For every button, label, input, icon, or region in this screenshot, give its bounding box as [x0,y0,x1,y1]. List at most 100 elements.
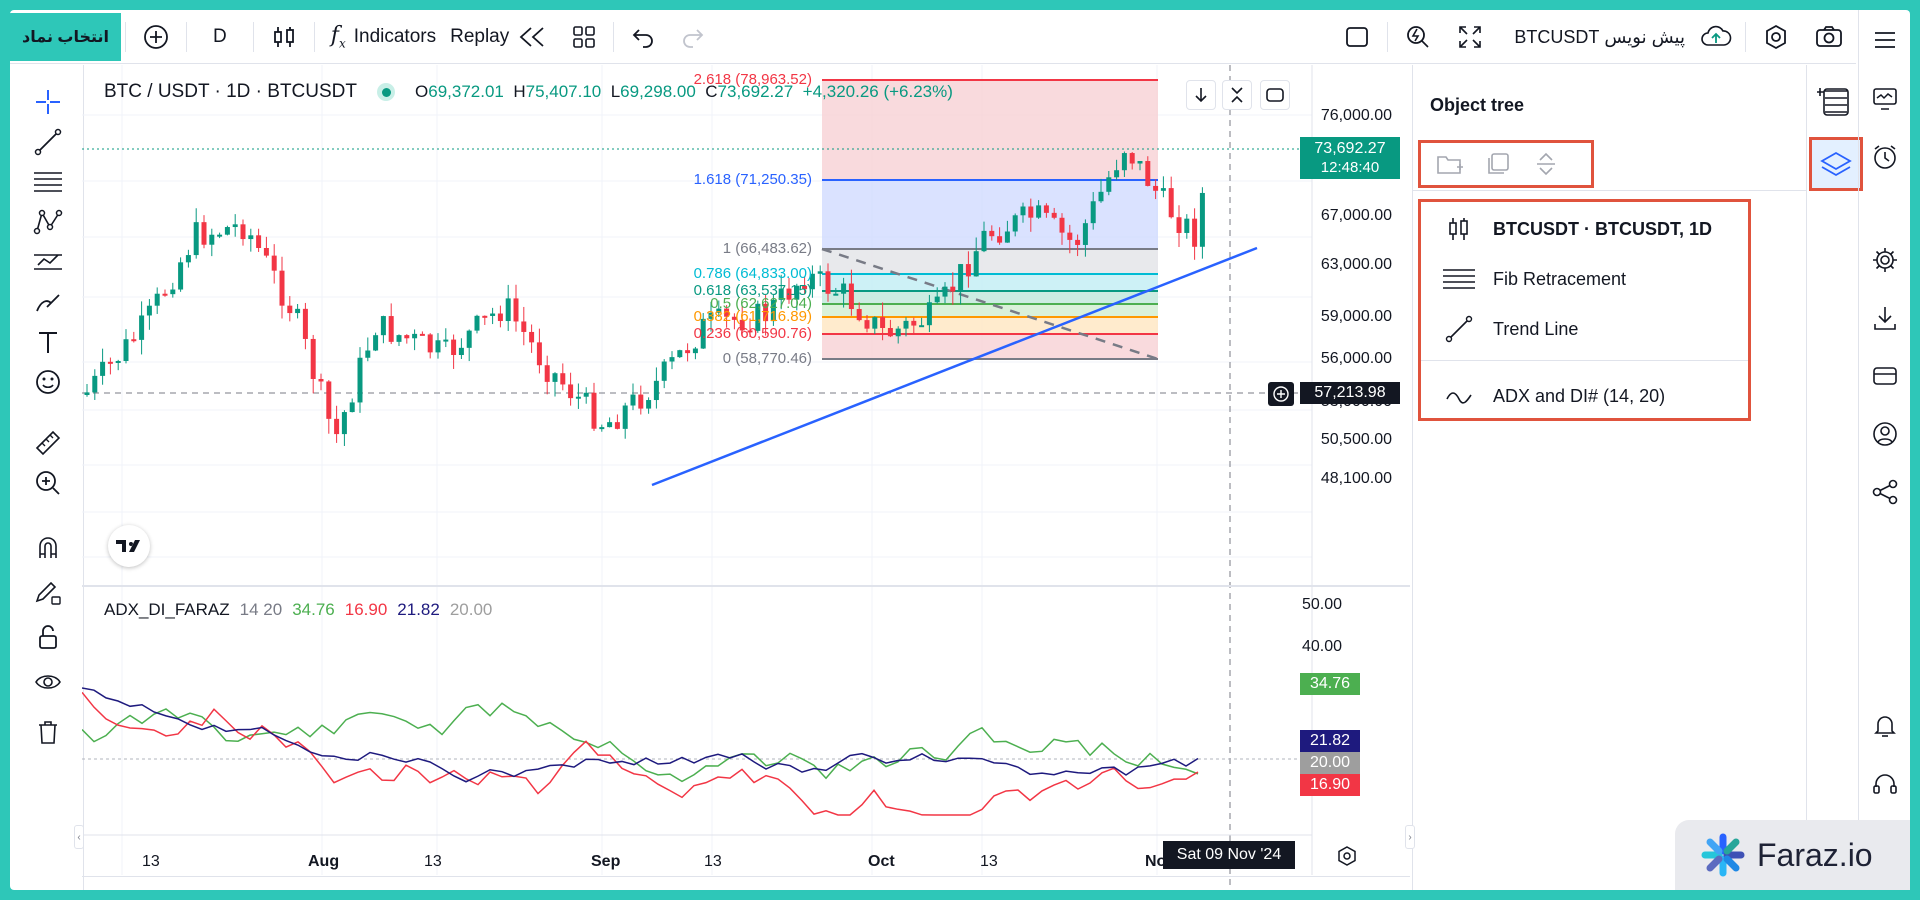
magnet-tool[interactable] [32,531,64,563]
share-button[interactable] [1869,476,1901,508]
candle-body [349,402,355,413]
payment-button[interactable] [1869,360,1901,392]
tree-item-fib-retracement[interactable]: Fib Retracement [1421,257,1748,301]
hamburger-icon [1875,32,1895,48]
tree-item-trend-line[interactable]: Trend Line [1421,307,1748,351]
menu-button[interactable] [1869,24,1901,56]
candle-body [326,381,332,419]
candle-body [739,319,745,331]
chart-pane[interactable]: BTC / USDT · 1D · BTCUSDT O69,372.01 H75… [82,65,1410,890]
fib-tool[interactable] [32,166,64,198]
text-tool[interactable] [32,326,64,358]
candle-body [107,361,113,364]
candle-body [84,392,90,395]
alerts-button[interactable] [1869,141,1901,173]
object-tree-toggle[interactable] [1809,137,1863,191]
clone-icon[interactable] [1483,150,1513,178]
screenshot-button[interactable] [1802,10,1856,64]
stay-drawing-tool[interactable] [32,576,64,608]
settings-side-button[interactable] [1869,244,1901,276]
chart-type-button[interactable] [258,10,310,64]
emoji-tool[interactable] [32,366,64,398]
fullscreen-mode-button[interactable] [1331,10,1383,64]
right-collapse-handle[interactable]: › [1405,825,1415,849]
tv-logo-icon [116,540,140,552]
trash-icon [39,721,57,744]
candle-body [958,264,964,292]
candle-body [443,339,449,342]
arrow-down-icon [1195,88,1207,103]
pattern-tool[interactable] [32,206,64,238]
interval-button[interactable]: D [213,25,227,47]
adx-plus-di-line [82,702,1199,783]
symbol-title[interactable]: BTC / USDT · 1D · BTCUSDT [104,81,357,102]
candle-body [256,235,262,249]
remove-tool[interactable] [32,716,64,748]
crosshair-add-button[interactable] [1268,382,1294,406]
tree-item-adx[interactable]: ADX and DI# (14, 20) [1421,374,1748,418]
collapse-button[interactable] [1222,80,1252,110]
zoom-tool[interactable] [32,467,64,499]
undo-button[interactable] [618,10,668,64]
square-icon [1346,27,1369,47]
left-collapse-handle[interactable]: ‹ [74,825,84,849]
brush-tool[interactable] [32,286,64,318]
watchlist-button[interactable] [1817,85,1851,119]
bar-countdown: 12:48:40 [1320,159,1380,176]
download-button[interactable] [1869,302,1901,334]
tree-item-symbol[interactable]: BTCUSDT · BTCUSDT, 1D [1421,207,1748,251]
support-button[interactable] [1869,768,1901,800]
adx-tag: 21.82 [1300,730,1360,752]
candle-body [295,308,301,314]
redo-icon [683,28,704,48]
profile-button[interactable] [1869,418,1901,450]
divider [1745,22,1746,52]
scroll-to-realtime-button[interactable] [1186,80,1216,110]
fib-level-label: 0.786 (64,833.00) [693,265,812,282]
notifications-button[interactable] [1869,710,1901,742]
lock-tool[interactable] [32,621,64,653]
grid [82,65,1312,875]
candle-body [1051,212,1057,218]
price-axis-label: 48,100.00 [1320,470,1392,487]
time-axis-settings-button[interactable] [1336,845,1358,867]
trendline-tool[interactable] [32,126,64,158]
maximize-pane-button[interactable] [1260,80,1290,110]
compare-button[interactable] [130,10,182,64]
ruler-icon [35,430,61,456]
candle-body [1004,231,1010,243]
fib-level-label: 1 (66,483.62) [722,240,812,257]
hide-tool[interactable] [32,666,64,698]
settings-button[interactable] [1750,10,1802,64]
measure-tool[interactable] [32,427,64,459]
candle-body [607,422,613,428]
forecast-tool[interactable] [32,246,64,278]
adx-name[interactable]: ADX_DI_FARAZ [104,600,230,619]
credit-card-icon [1873,367,1897,385]
layout-name[interactable]: پیش نویس BTCUSDT [1514,26,1685,47]
crosshair-tool[interactable] [32,86,64,118]
symbol-search-button[interactable]: انتخاب نماد [10,12,122,61]
cloud-save-button[interactable] [1691,10,1741,64]
reorder-icon[interactable] [1531,150,1561,178]
replay-button[interactable]: Replay [448,10,559,64]
fullscreen-button[interactable] [1444,10,1496,64]
low-label: L [610,82,621,101]
candle-body [903,320,909,329]
candle-body [365,350,371,358]
indicators-button[interactable]: fx Indicators [319,10,448,64]
object-tree-actions [1418,140,1594,188]
candles-icon [1449,218,1468,240]
download-icon [1874,307,1896,330]
redo-button[interactable] [668,10,718,64]
tradingview-logo[interactable] [108,525,150,567]
candle-body [154,293,160,306]
new-folder-icon[interactable] [1435,150,1465,178]
monitor-button[interactable] [1869,83,1901,115]
quick-search-button[interactable] [1392,10,1444,64]
candle-body [466,330,472,348]
candle-body [1075,239,1081,245]
layouts-button[interactable] [559,10,609,64]
candle-body [1192,218,1198,247]
chart-canvas[interactable] [82,65,1410,890]
